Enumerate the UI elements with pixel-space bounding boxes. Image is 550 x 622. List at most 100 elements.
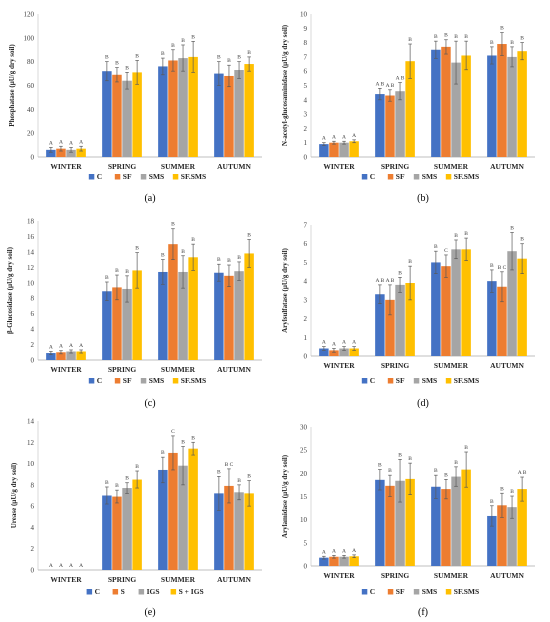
significance-letter: A — [69, 343, 73, 349]
significance-letter: C — [444, 248, 448, 254]
significance-letter: B — [161, 450, 165, 456]
bar — [46, 353, 56, 360]
y-tick-label: 4 — [31, 524, 35, 532]
y-tick-label: 5 — [304, 259, 308, 267]
bar — [461, 55, 471, 157]
legend-swatch — [387, 378, 394, 384]
chart-panel-e: 0 2 4 6 8 10 12 14 Urease (µU/g dry soil) WINTER S… — [10, 418, 262, 618]
significance-letter: A — [79, 563, 83, 569]
significance-letter: A — [69, 563, 73, 569]
significance-letter: B — [454, 233, 458, 239]
y-tick-label: 120 — [24, 11, 35, 19]
legend-swatch — [361, 174, 368, 180]
chart-panel-d: 0 1 2 3 4 5 6 7 Arylsulfatase (µU/g dry soil) WIN… — [281, 222, 535, 409]
bar — [395, 480, 405, 566]
significance-letter: A — [59, 563, 63, 569]
legend-swatch — [112, 589, 119, 595]
category-label: SUMMER — [434, 361, 469, 370]
bar — [451, 249, 461, 356]
significance-letter: B — [464, 34, 468, 40]
panel-label: (c) — [144, 398, 155, 409]
significance-letter: A — [352, 548, 356, 554]
legend-label: S — [121, 587, 125, 596]
bar — [214, 272, 224, 360]
bar — [122, 80, 132, 157]
panel-label: (f) — [418, 607, 428, 618]
bar — [132, 479, 142, 570]
bar — [329, 556, 339, 566]
legend-swatch — [138, 589, 145, 595]
y-tick-label: 5 — [304, 539, 308, 547]
y-tick-label: 2 — [304, 315, 308, 323]
legend-swatch — [88, 378, 95, 384]
bar — [112, 496, 122, 570]
legend-label: S + IGS — [179, 587, 204, 596]
y-tick-label: 2 — [304, 125, 308, 133]
bar — [517, 51, 527, 157]
bar — [487, 515, 497, 566]
category-label: AUTUMN — [490, 361, 524, 370]
legend-swatch — [413, 174, 420, 180]
significance-letter: B — [105, 275, 109, 281]
legend-swatch — [361, 378, 368, 384]
bar — [507, 507, 517, 566]
significance-letter: A — [352, 133, 356, 139]
y-axis-label: Urease (µU/g dry soil) — [10, 462, 18, 528]
category-label: WINTER — [323, 361, 355, 370]
significance-letter: B — [135, 246, 139, 252]
y-axis-label: Phosphatase (µU/g dry soil) — [8, 44, 16, 127]
legend-label: SF — [123, 376, 132, 385]
significance-letter: B — [237, 55, 241, 61]
significance-letter: B — [510, 40, 514, 46]
legend-swatch — [387, 174, 394, 180]
y-tick-label: 2 — [31, 341, 35, 349]
y-tick-label: 8 — [31, 295, 35, 303]
significance-letter: B — [520, 237, 524, 243]
bar — [451, 476, 461, 566]
panel-label: (b) — [417, 193, 429, 204]
legend: C SF SMS SF.SMS — [88, 172, 206, 181]
significance-letter: A — [342, 340, 346, 346]
bar — [517, 258, 527, 356]
category-label: WINTER — [323, 571, 355, 580]
legend-swatch — [114, 174, 121, 180]
bar — [76, 148, 86, 157]
y-tick-label: 30 — [300, 424, 308, 432]
category-label: AUTUMN — [217, 365, 251, 374]
y-tick-label: 6 — [304, 240, 308, 248]
significance-letter: B — [135, 53, 139, 59]
legend-label: C — [370, 587, 375, 596]
bar — [168, 60, 178, 157]
significance-letter: A B — [518, 470, 527, 476]
bar — [168, 244, 178, 360]
chart-panel-b: 0 1 2 3 4 5 6 7 8 9 10 N-acetyl-glucosaminidase (µU… — [281, 11, 535, 204]
significance-letter: B — [115, 483, 119, 489]
bar — [497, 505, 507, 566]
chart-panel-c: 0 2 4 6 8 10 12 14 16 18 β-Glucosidase (µU/g dry s… — [6, 218, 262, 409]
bar — [46, 149, 56, 157]
significance-letter: A B — [376, 278, 385, 284]
bar — [349, 348, 359, 356]
legend-label: C — [370, 376, 375, 385]
bar — [224, 275, 234, 360]
legend-label: C — [95, 587, 100, 596]
bar — [507, 251, 517, 356]
legend-swatch — [114, 378, 121, 384]
significance-letter: B — [115, 268, 119, 274]
y-tick-label: 0 — [304, 154, 308, 162]
bar — [461, 469, 471, 566]
significance-letter: B — [217, 469, 221, 475]
category-label: AUTUMN — [217, 162, 251, 171]
bar — [178, 58, 188, 157]
bar — [339, 348, 349, 356]
significance-letter: B — [454, 460, 458, 466]
y-tick-label: 10 — [27, 460, 35, 468]
significance-letter: A — [322, 340, 326, 346]
category-label: SUMMER — [161, 162, 196, 171]
category-label: SUMMER — [161, 365, 196, 374]
significance-letter: B — [490, 499, 494, 505]
legend-label: SF — [396, 587, 405, 596]
significance-letter: B — [115, 61, 119, 67]
significance-letter: A — [49, 345, 53, 351]
significance-letter: B — [454, 34, 458, 40]
